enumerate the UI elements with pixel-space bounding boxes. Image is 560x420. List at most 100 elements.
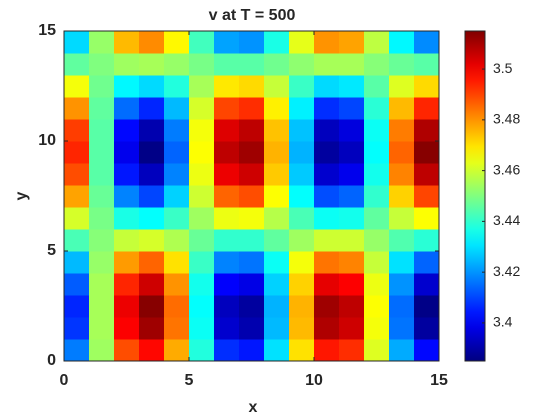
heatmap-cell [339, 163, 365, 186]
heatmap-cell [414, 75, 440, 98]
heatmap-cell [314, 339, 340, 362]
heatmap-cell [139, 251, 165, 274]
heatmap-cell [214, 295, 240, 318]
heatmap-cell [389, 317, 415, 340]
heatmap-cell [89, 163, 115, 186]
heatmap-cell [364, 31, 390, 54]
heatmap-cell [264, 141, 290, 164]
heatmap-cell [189, 251, 215, 274]
heatmap-cell [389, 53, 415, 76]
heatmap-cell [289, 207, 315, 230]
heatmap-cell [314, 31, 340, 54]
heatmap-cell [64, 119, 90, 142]
heatmap-cell [139, 75, 165, 98]
heatmap-cell [289, 229, 315, 252]
heatmap-cell [289, 31, 315, 54]
heatmap-cell [189, 119, 215, 142]
heatmap-cell [389, 251, 415, 274]
heatmap-cell [414, 53, 440, 76]
heatmap-cell [64, 295, 90, 318]
heatmap-cell [414, 273, 440, 296]
heatmap-cell [164, 75, 190, 98]
y-tick-label: 5 [47, 242, 56, 259]
heatmap-cell [364, 163, 390, 186]
heatmap-cell [364, 97, 390, 120]
heatmap-cell [114, 229, 140, 252]
heatmap-cell [64, 163, 90, 186]
heatmap-cell [339, 119, 365, 142]
heatmap-cell [64, 141, 90, 164]
heatmap-cell [214, 207, 240, 230]
heatmap-cell [289, 339, 315, 362]
heatmap-cell [114, 273, 140, 296]
heatmap-cell [364, 251, 390, 274]
heatmap-cell [414, 317, 440, 340]
heatmap-cell [264, 97, 290, 120]
heatmap-cell [239, 273, 265, 296]
heatmap-cell [89, 207, 115, 230]
heatmap-cell [264, 339, 290, 362]
heatmap-cell [389, 185, 415, 208]
heatmap-cell [114, 251, 140, 274]
heatmap-cell [239, 295, 265, 318]
heatmap-cell [414, 141, 440, 164]
y-axis-label: y [13, 191, 30, 200]
heatmap-cell [214, 119, 240, 142]
heatmap-cell [389, 163, 415, 186]
heatmap-cell [239, 97, 265, 120]
heatmap-cell [289, 295, 315, 318]
heatmap-cell [239, 163, 265, 186]
heatmap-cell [414, 185, 440, 208]
heatmap-cell [264, 119, 290, 142]
heatmap-cell [289, 163, 315, 186]
heatmap-cell [239, 185, 265, 208]
heatmap-cell [89, 317, 115, 340]
heatmap-cell [189, 75, 215, 98]
heatmap-cell [389, 119, 415, 142]
heatmap-cell [414, 251, 440, 274]
heatmap-cell [89, 53, 115, 76]
heatmap-cell [89, 251, 115, 274]
heatmap-cell [364, 273, 390, 296]
heatmap-cell [139, 339, 165, 362]
heatmap-cell [164, 119, 190, 142]
heatmap-cell [264, 185, 290, 208]
heatmap-cell [264, 317, 290, 340]
heatmap-cell [164, 53, 190, 76]
heatmap-cell [114, 141, 140, 164]
heatmap-cell [214, 273, 240, 296]
heatmap-cell [239, 251, 265, 274]
heatmap-cell [389, 97, 415, 120]
heatmap-cell [339, 339, 365, 362]
heatmap-cell [389, 31, 415, 54]
heatmap-cell [114, 295, 140, 318]
heatmap-cell [289, 53, 315, 76]
heatmap-cell [214, 97, 240, 120]
heatmap-cell [239, 339, 265, 362]
x-tick-label: 10 [305, 372, 323, 389]
heatmap-cell [314, 317, 340, 340]
heatmap-cell [339, 31, 365, 54]
heatmap-cell [239, 53, 265, 76]
heatmap-cell [314, 75, 340, 98]
colorbar-tick-label: 3.48 [493, 111, 520, 127]
heatmap-cell [389, 141, 415, 164]
heatmap-cell [64, 317, 90, 340]
heatmap-cell [214, 251, 240, 274]
heatmap-cell [414, 97, 440, 120]
heatmap-cell [339, 97, 365, 120]
heatmap-cell [214, 339, 240, 362]
heatmap-cell [239, 229, 265, 252]
x-axis-label: x [249, 399, 258, 416]
heatmap-cell [164, 229, 190, 252]
heatmap-cell [64, 53, 90, 76]
heatmap-cell [189, 163, 215, 186]
heatmap-cell [89, 119, 115, 142]
heatmap-cell [239, 207, 265, 230]
heatmap-cell [239, 317, 265, 340]
heatmap-cell [389, 295, 415, 318]
heatmap-cell [339, 141, 365, 164]
heatmap-cell [189, 273, 215, 296]
heatmap-cell [414, 295, 440, 318]
